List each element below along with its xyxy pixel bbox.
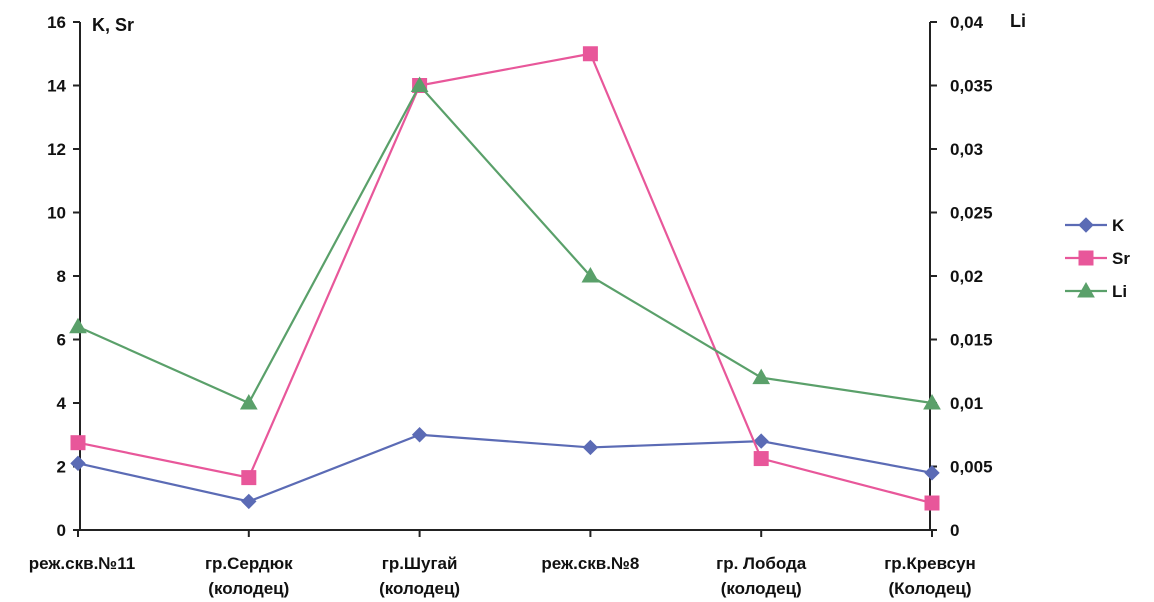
data-point-li (69, 317, 87, 334)
right-tick-label: 0,04 (950, 13, 984, 32)
series-li (69, 76, 941, 410)
legend-item-sr: Sr (1065, 249, 1130, 268)
left-tick-label: 0 (57, 521, 66, 540)
data-point-k (924, 465, 940, 481)
legend-item-li: Li (1065, 281, 1127, 301)
data-point-sr (753, 451, 769, 467)
x-category-label: гр. Лобода (колодец) (716, 554, 807, 598)
axes (77, 22, 933, 537)
left-tick-label: 12 (47, 140, 66, 159)
right-tick-label: 0 (950, 521, 959, 540)
legend-label: Sr (1112, 249, 1130, 268)
left-tick-label: 6 (57, 331, 66, 350)
left-axis-title: K, Sr (92, 15, 134, 35)
series-line-k (77, 433, 933, 503)
data-point-k (411, 427, 428, 443)
right-axis-title: Li (1010, 11, 1026, 31)
data-point-li (410, 76, 429, 92)
data-point-sr (70, 435, 86, 451)
data-point-sr (924, 495, 940, 511)
right-tick-label: 0,005 (950, 458, 993, 477)
right-axis-ticks: 0 0,005 0,01 0,015 0,02 0,025 0,03 0,035 0,04 (930, 13, 993, 540)
right-tick-label: 0,03 (950, 140, 983, 159)
data-point-li (752, 368, 771, 385)
series-line-sr (77, 52, 933, 505)
data-point-k (70, 455, 86, 472)
right-tick-label: 0,025 (950, 204, 993, 223)
x-category-label: гр.Шугай (колодец) (379, 554, 460, 598)
x-category-label: гр.Сердюк (колодец) (205, 554, 293, 598)
legend-label: Li (1112, 282, 1127, 301)
right-tick-label: 0,02 (950, 267, 983, 286)
series (69, 46, 941, 511)
legend-marker (1078, 217, 1094, 233)
right-tick-label: 0,035 (950, 77, 993, 96)
series-line-li (77, 83, 933, 405)
data-point-k (753, 433, 769, 449)
data-point-sr (241, 470, 257, 486)
data-point-li (239, 393, 258, 410)
left-tick-label: 2 (57, 458, 66, 477)
legend: K Sr Li (1065, 216, 1130, 301)
data-point-li (581, 266, 600, 283)
x-category-label: реж.скв.№8 (541, 554, 639, 573)
legend-marker (1078, 250, 1094, 266)
data-point-k (582, 439, 599, 456)
x-category-label: гр.Кревсун (Колодец) (884, 554, 976, 598)
data-point-sr (582, 46, 598, 62)
data-point-k (241, 493, 257, 510)
series-k (70, 427, 940, 510)
legend-marker (1077, 281, 1095, 298)
data-point-li (923, 393, 941, 410)
left-tick-label: 4 (57, 394, 67, 413)
x-category-label: реж.скв.№11 (29, 554, 135, 573)
x-axis-labels: реж.скв.№11 гр.Сердюк (колодец) гр.Шугай (ко… (29, 554, 976, 598)
left-tick-label: 14 (47, 77, 66, 96)
left-tick-label: 16 (47, 13, 66, 32)
right-tick-label: 0,015 (950, 331, 993, 350)
legend-item-k: K (1065, 216, 1125, 235)
left-tick-label: 8 (57, 267, 66, 286)
right-tick-label: 0,01 (950, 394, 983, 413)
legend-label: K (1112, 216, 1125, 235)
left-tick-label: 10 (47, 204, 66, 223)
